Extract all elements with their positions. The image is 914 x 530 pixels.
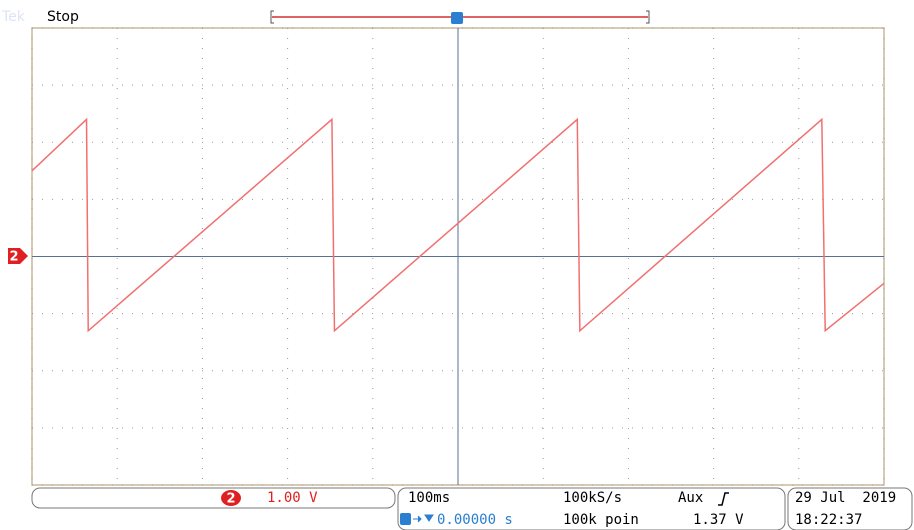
timebase-box	[397, 487, 786, 530]
trigger-pos-badge	[400, 513, 411, 525]
timebase: 100ms	[408, 490, 450, 506]
channel-box	[31, 487, 396, 509]
date-box	[787, 487, 913, 530]
channel-badge	[221, 490, 241, 506]
trigger-slope-icon	[718, 492, 729, 506]
time: 18:22:37	[795, 512, 862, 528]
channel-scale: 1.00 V	[267, 490, 318, 506]
status: Stop	[47, 9, 79, 25]
waveform	[31, 117, 885, 333]
ground-marker: 2	[9, 250, 18, 265]
channel: 2	[226, 492, 235, 507]
ground-marker-box	[8, 248, 28, 264]
trigger-source: Aux	[678, 490, 703, 506]
sample-rate: 100kS/s	[563, 490, 622, 506]
brand: Tek	[1, 9, 26, 25]
record-length: 100k poin	[563, 512, 639, 528]
record-brackets	[270, 10, 650, 24]
trigger-level: 1.37 V	[693, 512, 744, 528]
trigger-pos-icon	[451, 12, 463, 24]
date: 29 Jul 2019	[795, 490, 896, 506]
trigger-pos-arrows	[413, 514, 434, 523]
trigger-position: 0.00000 s	[437, 512, 513, 528]
